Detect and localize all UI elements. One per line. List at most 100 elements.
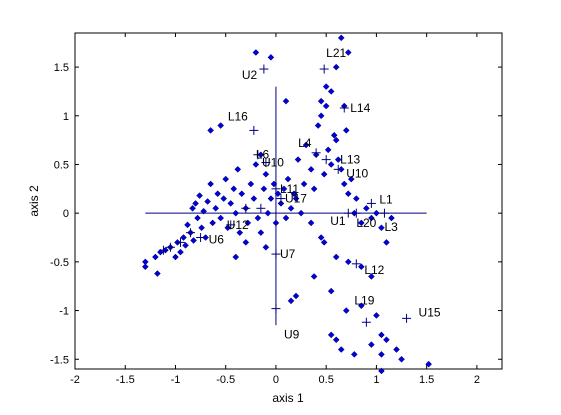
data-point xyxy=(327,287,335,295)
x-tick-label: 1 xyxy=(373,374,379,386)
data-point xyxy=(378,351,385,358)
y-tick-label: 0.5 xyxy=(54,159,69,171)
data-point xyxy=(244,219,252,227)
data-point xyxy=(189,204,196,212)
data-point xyxy=(292,195,300,202)
cross-marker xyxy=(253,150,263,160)
data-point xyxy=(373,209,380,217)
data-point xyxy=(141,258,149,266)
data-point xyxy=(141,263,149,271)
data-point xyxy=(232,209,240,217)
data-point xyxy=(287,204,295,212)
data-point xyxy=(287,297,295,305)
data-point xyxy=(317,234,325,241)
data-point xyxy=(242,239,250,246)
data-point xyxy=(302,141,310,149)
x-tick-label: 0 xyxy=(273,374,279,386)
data-point xyxy=(320,239,328,246)
point-label: L14 xyxy=(350,101,370,115)
data-point xyxy=(177,248,184,256)
y-tick-label: 1 xyxy=(63,111,69,123)
cross-marker xyxy=(276,194,286,204)
data-point xyxy=(337,34,345,42)
cross-marker xyxy=(249,125,259,135)
point-label: L13 xyxy=(340,153,360,167)
cross-marker xyxy=(333,164,343,174)
data-point xyxy=(224,224,232,232)
data-point xyxy=(322,83,330,90)
cross-marker xyxy=(311,148,321,158)
data-point xyxy=(332,253,340,261)
data-point xyxy=(363,204,370,212)
point-label: L21 xyxy=(326,46,346,60)
data-point xyxy=(194,214,201,222)
cross-marker xyxy=(366,198,376,208)
data-point xyxy=(393,346,400,353)
data-point xyxy=(317,97,325,105)
data-point xyxy=(267,195,275,202)
point-label: U10 xyxy=(346,166,368,180)
data-point xyxy=(337,346,345,353)
data-point xyxy=(368,214,375,222)
data-point xyxy=(344,258,352,266)
y-axis-ticks: -1.5 -1 -0.5 0 0.5 1 1.5 xyxy=(50,62,502,366)
cross-marker xyxy=(259,64,269,74)
y-tick-label: -1.5 xyxy=(50,354,69,366)
cross-marker xyxy=(402,313,412,323)
data-point xyxy=(172,253,179,261)
data-point xyxy=(350,351,358,358)
point-label: U17 xyxy=(285,192,307,206)
cross-marker xyxy=(343,208,353,218)
cross-marker xyxy=(351,259,361,269)
point-label: U9 xyxy=(284,328,300,342)
data-point xyxy=(217,214,225,222)
data-point xyxy=(207,127,214,134)
data-point xyxy=(334,156,342,163)
data-point xyxy=(182,241,189,249)
data-point xyxy=(310,185,318,193)
data-point xyxy=(154,270,161,277)
data-point xyxy=(252,161,260,168)
data-point xyxy=(277,200,285,207)
data-point xyxy=(294,156,302,163)
cross-marker xyxy=(271,249,281,259)
cross-marker xyxy=(165,242,175,252)
data-point xyxy=(383,239,390,246)
data-point xyxy=(196,192,203,199)
cross-marker xyxy=(261,158,271,168)
y-axis-label: axis 2 xyxy=(27,185,41,217)
data-point xyxy=(238,190,246,198)
data-point xyxy=(247,180,255,188)
data-point xyxy=(340,180,348,188)
y-tick-label: 1.5 xyxy=(54,62,69,74)
data-point xyxy=(260,185,268,193)
data-point xyxy=(388,214,395,222)
data-point xyxy=(282,97,290,105)
data-point xyxy=(320,170,328,178)
data-point xyxy=(214,190,222,198)
data-point xyxy=(292,292,300,300)
data-point xyxy=(357,219,365,227)
point-label: U12 xyxy=(227,218,249,232)
data-point xyxy=(300,180,308,188)
point-label: L20 xyxy=(356,216,376,230)
data-point xyxy=(262,243,270,251)
data-point xyxy=(324,146,332,154)
data-point xyxy=(368,341,375,349)
data-point xyxy=(280,185,288,193)
point-label: L11 xyxy=(280,182,299,196)
data-point xyxy=(232,253,240,261)
x-tick-label: -1 xyxy=(171,374,181,386)
data-point xyxy=(307,219,315,227)
data-point xyxy=(378,367,385,375)
data-point xyxy=(310,273,318,280)
data-point xyxy=(267,53,275,61)
data-point xyxy=(347,175,355,183)
data-point xyxy=(357,302,365,310)
data-point xyxy=(192,200,199,207)
data-point xyxy=(254,214,262,222)
data-point xyxy=(332,336,340,344)
data-point xyxy=(383,336,390,344)
data-point xyxy=(212,204,220,212)
point-label: U2 xyxy=(242,68,258,82)
